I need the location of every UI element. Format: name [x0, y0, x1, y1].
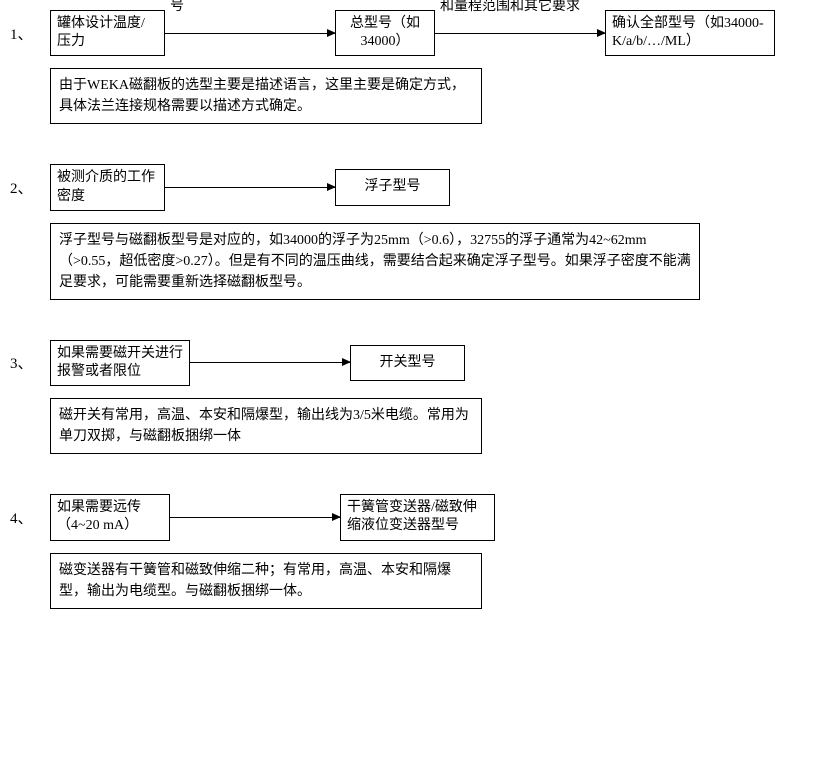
arrow-2: 根据过程连接方式、材质和量程范围和其它要求	[435, 33, 605, 34]
section-2: 2、 被测介质的工作密度 浮子型号 浮子型号与磁翻板型号是对应的，如34000的…	[10, 164, 816, 299]
flow-row-4: 4、 如果需要远传（4~20 mA） 干簧管变送器/磁致伸缩液位变送器型号	[10, 494, 816, 540]
arrow-3	[165, 187, 335, 188]
section-4: 4、 如果需要远传（4~20 mA） 干簧管变送器/磁致伸缩液位变送器型号 磁变…	[10, 494, 816, 608]
box-tank-design: 罐体设计温度/压力	[50, 10, 165, 56]
arrow-5	[170, 517, 340, 518]
section-3: 3、 如果需要磁开关进行报警或者限位 开关型号 磁开关有常用，高温、本安和隔爆型…	[10, 340, 816, 454]
desc-box-3: 磁开关有常用，高温、本安和隔爆型，输出线为3/5米电缆。常用为单刀双掷，与磁翻板…	[50, 398, 482, 454]
desc-box-1: 由于WEKA磁翻板的选型主要是描述语言，这里主要是确定方式，具体法兰连接规格需要…	[50, 68, 482, 124]
section-number: 3、	[10, 352, 50, 373]
box-switch-model: 开关型号	[350, 345, 465, 381]
flow-row-2: 2、 被测介质的工作密度 浮子型号	[10, 164, 816, 210]
box-transmitter-model: 干簧管变送器/磁致伸缩液位变送器型号	[340, 494, 495, 540]
box-total-model: 总型号（如34000）	[335, 10, 435, 56]
box-remote-need: 如果需要远传（4~20 mA）	[50, 494, 170, 540]
section-number: 2、	[10, 177, 50, 198]
desc-box-4: 磁变送器有干簧管和磁致伸缩二种；有常用，高温、本安和隔爆型，输出为电缆型。与磁翻…	[50, 553, 482, 609]
section-number: 1、	[10, 23, 50, 44]
box-mag-switch-need: 如果需要磁开关进行报警或者限位	[50, 340, 190, 386]
flow-row-1: 1、 罐体设计温度/压力 与不同型号的浮筒和法兰温压曲线比对,确定大体型号 总型…	[10, 10, 816, 56]
box-confirm-model: 确认全部型号（如34000-K/a/b/…/ML）	[605, 10, 775, 56]
section-1: 1、 罐体设计温度/压力 与不同型号的浮筒和法兰温压曲线比对,确定大体型号 总型…	[10, 10, 816, 124]
box-medium-density: 被测介质的工作密度	[50, 164, 165, 210]
section-number: 4、	[10, 507, 50, 528]
arrow-1: 与不同型号的浮筒和法兰温压曲线比对,确定大体型号	[165, 33, 335, 34]
desc-box-2: 浮子型号与磁翻板型号是对应的，如34000的浮子为25mm（>0.6），3275…	[50, 223, 700, 300]
flow-row-3: 3、 如果需要磁开关进行报警或者限位 开关型号	[10, 340, 816, 386]
box-float-model: 浮子型号	[335, 169, 450, 205]
arrow-label-2: 根据过程连接方式、材质和量程范围和其它要求	[440, 0, 600, 16]
arrow-label-1: 与不同型号的浮筒和法兰温压曲线比对,确定大体型号	[170, 0, 330, 16]
arrow-4	[190, 362, 350, 363]
